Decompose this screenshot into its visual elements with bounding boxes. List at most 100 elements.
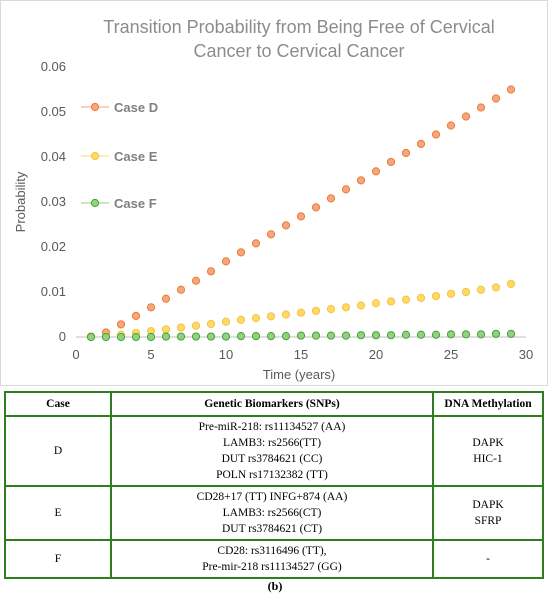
data-point — [146, 332, 156, 342]
snp-line: CD28+17 (TT) INFG+874 (AA) — [196, 491, 348, 503]
data-point — [461, 287, 471, 297]
data-point — [101, 332, 111, 342]
data-point — [341, 331, 351, 340]
snps-cell: CD28: rs3116496 (TT), Pre-mir-218 rs11134… — [110, 539, 434, 579]
data-point — [191, 332, 201, 341]
data-point — [266, 312, 276, 321]
data-point — [506, 329, 516, 338]
data-point — [206, 332, 216, 341]
data-point — [266, 332, 276, 341]
header-methylation: DNA Methylation — [432, 391, 544, 417]
data-point — [251, 314, 261, 323]
data-point — [506, 85, 516, 94]
data-point — [446, 121, 456, 130]
table-header-row: Case Genetic Biomarkers (SNPs) DNA Methy… — [4, 391, 544, 417]
legend-marker — [90, 151, 100, 161]
figure-caption: (b) — [267, 579, 283, 593]
x-tick-label: 15 — [294, 347, 308, 362]
y-tick-label: 0.04 — [41, 149, 66, 164]
data-point — [431, 291, 441, 301]
data-point — [251, 332, 261, 341]
data-point — [281, 221, 291, 230]
methylation-line: SFRP — [474, 515, 502, 527]
data-point — [311, 331, 321, 340]
y-tick-label: 0 — [59, 329, 66, 344]
legend-entry: Case D — [81, 100, 158, 115]
snp-line: CD28: rs3116496 (TT), — [217, 545, 327, 557]
data-point — [386, 297, 396, 306]
data-point — [401, 330, 411, 339]
legend-marker — [90, 102, 100, 112]
data-point — [371, 331, 381, 340]
data-point — [506, 279, 516, 288]
methylation-line: - — [486, 553, 490, 565]
data-point — [416, 330, 426, 339]
data-point — [161, 294, 171, 303]
data-point — [341, 185, 351, 194]
table-row: E CD28+17 (TT) INFG+874 (AA) LAMB3: rs2566… — [4, 485, 544, 541]
table-row: D Pre-miR-218: rs11134527 (AA) LAMB3: rs25… — [4, 415, 544, 487]
data-point — [356, 331, 366, 340]
series-case-d — [86, 85, 516, 341]
legend-entry: Case F — [81, 196, 157, 211]
data-point — [431, 130, 441, 139]
data-point — [86, 332, 96, 342]
case-cell: D — [4, 415, 112, 487]
legend-marker — [90, 198, 100, 208]
case-cell: F — [4, 539, 112, 579]
x-tick-label: 5 — [147, 347, 154, 362]
data-point — [191, 276, 201, 285]
table-body: D Pre-miR-218: rs11134527 (AA) LAMB3: rs25… — [4, 415, 544, 579]
x-tick-label: 0 — [72, 347, 79, 362]
data-point — [356, 301, 366, 310]
chart-panel: Transition Probability from Being Free o… — [0, 0, 548, 386]
data-point — [281, 332, 291, 341]
data-point — [416, 139, 426, 149]
data-point — [401, 148, 411, 158]
snps-cell: CD28+17 (TT) INFG+874 (AA) LAMB3: rs2566(… — [110, 485, 434, 541]
data-point — [236, 248, 246, 257]
legend-label: Case E — [114, 149, 158, 164]
data-point — [341, 303, 351, 312]
data-point — [431, 330, 441, 339]
y-tick-label: 0.01 — [41, 284, 66, 299]
snp-line: POLN rs17132382 (TT) — [216, 469, 328, 481]
data-point — [296, 212, 306, 221]
data-point — [446, 289, 456, 298]
legend-label: Case F — [114, 196, 157, 211]
x-tick-label: 20 — [369, 347, 383, 362]
data-point — [116, 320, 126, 329]
data-point — [296, 308, 306, 317]
data-point — [416, 293, 426, 302]
x-tick-label: 25 — [444, 347, 458, 362]
snp-line: Pre-mir-218 rs11134527 (GG) — [202, 561, 342, 573]
data-point — [446, 330, 456, 339]
data-point — [386, 331, 396, 340]
data-point — [116, 332, 126, 342]
methylation-cell: DAPK SFRP — [432, 485, 544, 541]
data-point — [161, 332, 171, 341]
table-row: F CD28: rs3116496 (TT), Pre-mir-218 rs1113… — [4, 539, 544, 579]
data-point — [281, 310, 291, 319]
data-point — [326, 305, 336, 314]
series-case-f — [86, 329, 516, 342]
methylation-line: DAPK — [472, 499, 504, 511]
data-point — [221, 257, 231, 266]
header-snps: Genetic Biomarkers (SNPs) — [110, 391, 434, 417]
data-point — [206, 267, 216, 276]
data-point — [221, 332, 231, 341]
methylation-cell: DAPK HIC-1 — [432, 415, 544, 487]
data-point — [476, 103, 486, 112]
snp-line: LAMB3: rs2566(CT) — [222, 507, 322, 519]
methylation-line: DAPK — [472, 437, 504, 449]
data-point — [131, 311, 141, 320]
data-point — [176, 332, 186, 341]
data-point — [311, 203, 321, 212]
data-point — [356, 176, 366, 185]
x-tick-label: 30 — [519, 347, 533, 362]
data-point — [326, 194, 336, 203]
y-tick-label: 0.06 — [41, 59, 66, 74]
data-point — [371, 167, 381, 176]
snp-line: DUT rs3784621 (CC) — [221, 453, 323, 465]
x-tick-label: 10 — [219, 347, 233, 362]
